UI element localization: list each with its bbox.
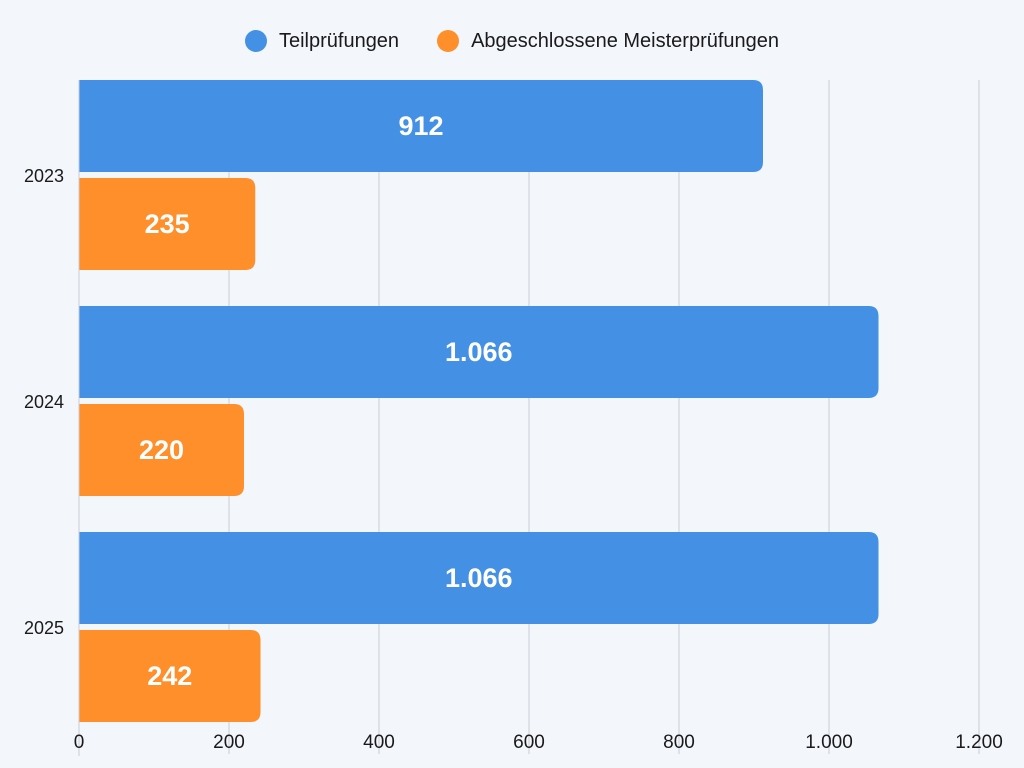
x-tick-label-1: 200 [213, 732, 245, 753]
legend-swatch-teilpruefungen [244, 30, 267, 52]
bar-2025-series-0 [79, 532, 879, 624]
legend-item-teilpruefungen: Teilprüfungen [244, 29, 400, 53]
legend-label-teilpruefungen: Teilprüfungen [278, 29, 400, 52]
legend-label-meisterpruefungen: Abgeschlossene Meisterprüfungen [471, 29, 780, 52]
data-label-2023-series-1: 235 [145, 209, 190, 239]
data-label-2023-series-0: 912 [398, 111, 443, 141]
x-tick-label-0: 0 [74, 732, 85, 753]
bar-2023-series-1 [79, 178, 256, 270]
bar-2024-series-0 [79, 306, 879, 398]
data-label-2024-series-1: 220 [139, 435, 184, 465]
x-tick-label-6: 1.200 [955, 732, 1003, 753]
bar-2025-series-1 [79, 630, 261, 722]
bar-2024-series-1 [79, 404, 244, 496]
x-tick-label-2: 400 [363, 732, 395, 753]
y-tick-label-2024: 2024 [24, 392, 64, 412]
data-label-2025-series-1: 242 [147, 661, 192, 691]
legend-item-meisterpruefungen: Abgeschlossene Meisterprüfungen [437, 30, 779, 53]
y-tick-label-2025: 2025 [24, 618, 64, 638]
legend-swatch-meisterpruefungen [437, 30, 460, 52]
x-tick-label-4: 800 [663, 732, 695, 753]
x-tick-label-3: 600 [513, 732, 545, 753]
chart-legend: Teilprüfungen Abgeschlossene Meisterprüf… [0, 26, 1024, 56]
bar-2023-series-0 [79, 80, 763, 172]
data-label-2024-series-0: 1.066 [445, 337, 513, 367]
y-tick-label-2023: 2023 [24, 166, 64, 186]
data-label-2025-series-0: 1.066 [445, 563, 513, 593]
x-tick-label-5: 1.000 [805, 732, 853, 753]
